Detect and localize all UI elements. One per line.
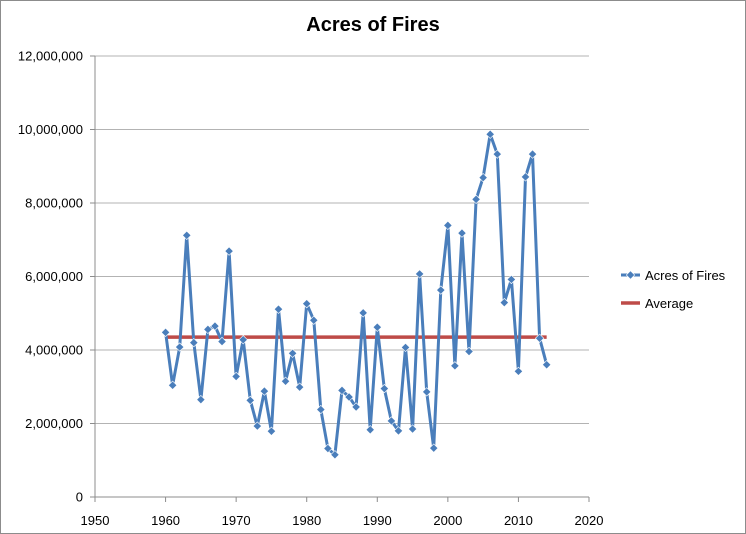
data-point-marker	[287, 348, 298, 358]
data-point-marker	[168, 380, 178, 390]
data-point-marker	[407, 424, 418, 434]
data-point-marker	[330, 450, 340, 460]
data-point-marker	[309, 315, 319, 325]
data-point-marker	[280, 376, 291, 386]
x-tick-label: 1980	[292, 513, 321, 528]
data-point-marker	[485, 129, 495, 139]
legend-marker-acres-of-fires	[625, 270, 636, 280]
data-point-marker	[302, 299, 312, 309]
data-point-marker	[344, 392, 354, 402]
gridlines	[95, 55, 589, 424]
axes	[90, 55, 590, 502]
data-point-marker	[295, 382, 305, 392]
data-point-marker	[266, 426, 277, 436]
y-tick-labels: 0 2,000,000 4,000,000 6,000,000 8,000,000 10,…	[18, 49, 83, 505]
data-point-marker	[542, 360, 552, 370]
data-point-marker	[182, 230, 192, 240]
y-tick-label: 10,000,000	[18, 122, 83, 137]
legend-label-acres-of-fires: Acres of Fires	[645, 268, 726, 283]
legend: Acres of Fires Average	[621, 268, 726, 311]
data-point-marker	[400, 342, 411, 353]
legend-label-average: Average	[645, 296, 693, 311]
data-point-marker	[393, 426, 404, 436]
y-tick-label: 8,000,000	[25, 196, 83, 211]
x-tick-label: 1950	[81, 513, 110, 528]
data-point-marker	[422, 387, 432, 397]
data-point-marker	[189, 338, 199, 348]
data-point-marker	[499, 297, 509, 308]
data-point-marker	[471, 194, 481, 204]
data-point-marker	[358, 308, 368, 318]
data-point-marker	[457, 228, 467, 238]
data-point-marker	[316, 404, 326, 415]
y-tick-label: 4,000,000	[25, 343, 83, 358]
data-point-marker	[196, 394, 206, 405]
data-point-marker	[520, 172, 531, 182]
x-tick-label: 1990	[363, 513, 392, 528]
data-point-marker	[203, 324, 213, 335]
data-point-marker	[160, 327, 171, 337]
data-point-marker	[534, 333, 545, 343]
x-tick-label: 1960	[151, 513, 180, 528]
data-point-marker	[245, 395, 255, 405]
data-point-marker	[217, 336, 227, 347]
data-point-marker	[464, 346, 474, 357]
data-point-marker	[224, 246, 234, 256]
data-point-marker	[351, 402, 361, 412]
data-point-marker	[492, 149, 502, 159]
data-point-marker	[478, 173, 488, 183]
data-point-marker	[513, 366, 524, 376]
y-tick-label: 12,000,000	[18, 49, 83, 64]
y-tick-label: 2,000,000	[25, 416, 83, 431]
x-tick-label: 1970	[222, 513, 251, 528]
data-point-marker	[386, 416, 397, 426]
y-tick-label: 6,000,000	[25, 269, 83, 284]
data-point-marker	[259, 386, 269, 396]
data-point-marker	[365, 425, 375, 435]
data-point-marker	[372, 322, 382, 332]
chart-title: Acres of Fires	[306, 14, 440, 36]
x-tick-label: 2020	[575, 513, 604, 528]
data-point-marker	[231, 371, 241, 382]
data-point-marker	[443, 220, 453, 231]
y-tick-label: 0	[76, 490, 83, 505]
data-point-marker	[379, 383, 389, 394]
data-point-marker	[450, 361, 460, 371]
data-point-marker	[273, 304, 284, 314]
data-point-marker	[210, 321, 220, 331]
data-point-marker	[323, 443, 333, 454]
data-point-marker	[527, 149, 538, 159]
data-point-marker	[238, 335, 248, 345]
data-point-marker	[506, 274, 516, 285]
x-tick-labels: 1950 1960 1970 1980 1990 2000 2010 2020	[81, 513, 604, 528]
data-point-marker	[415, 269, 425, 279]
data-point-marker	[175, 342, 185, 352]
data-point-marker	[252, 421, 262, 431]
data-point-marker	[436, 285, 446, 295]
series-layer	[160, 129, 552, 460]
data-point-marker	[429, 443, 439, 453]
data-point-marker	[337, 385, 347, 396]
x-tick-label: 2010	[504, 513, 533, 528]
x-tick-label: 2000	[433, 513, 462, 528]
